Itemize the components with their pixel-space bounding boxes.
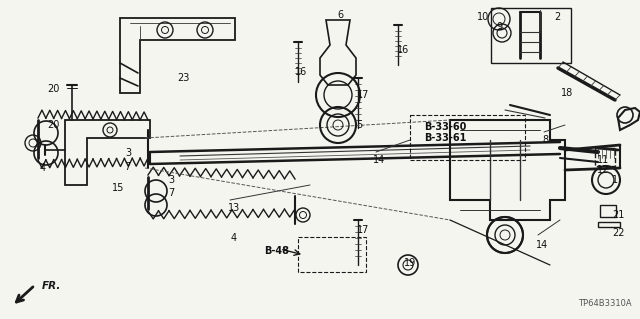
Text: 6: 6 [337,10,343,20]
Text: 19: 19 [404,258,416,268]
Bar [298,237,366,272]
Bar [595,148,615,166]
Text: B-48: B-48 [264,246,289,256]
Bar [598,222,620,227]
Text: 5: 5 [356,120,362,130]
Text: 22: 22 [612,228,625,238]
Text: 17: 17 [357,90,369,100]
Text: 16: 16 [295,67,307,77]
Text: B-33-61: B-33-61 [424,133,467,143]
Text: 20: 20 [47,120,60,130]
Text: 11: 11 [597,155,609,165]
Text: 14: 14 [536,240,548,250]
Bar [491,8,571,63]
Text: 4: 4 [231,233,237,243]
Text: 21: 21 [612,210,625,220]
Text: 7: 7 [168,188,174,198]
Text: 16: 16 [397,45,409,55]
Text: 7: 7 [124,162,131,172]
Text: 23: 23 [177,73,189,83]
Text: 3: 3 [168,175,174,185]
Text: 17: 17 [357,225,369,235]
Text: 2: 2 [554,12,560,22]
Text: 3: 3 [125,148,131,158]
Text: 18: 18 [561,88,573,98]
Text: 9: 9 [496,22,502,32]
Text: 14: 14 [373,155,385,165]
Text: 20: 20 [47,84,60,94]
Text: 8: 8 [542,135,548,145]
Text: 1: 1 [612,175,618,185]
Text: 15: 15 [112,183,124,193]
Bar [410,115,525,160]
Text: 10: 10 [477,12,489,22]
Bar [600,205,616,217]
Text: 13: 13 [228,203,240,213]
Text: TP64B3310A: TP64B3310A [579,299,632,308]
Text: 12: 12 [597,165,609,175]
Text: FR.: FR. [42,281,61,291]
Text: B-33-60: B-33-60 [424,122,467,132]
Text: 4: 4 [40,163,46,173]
